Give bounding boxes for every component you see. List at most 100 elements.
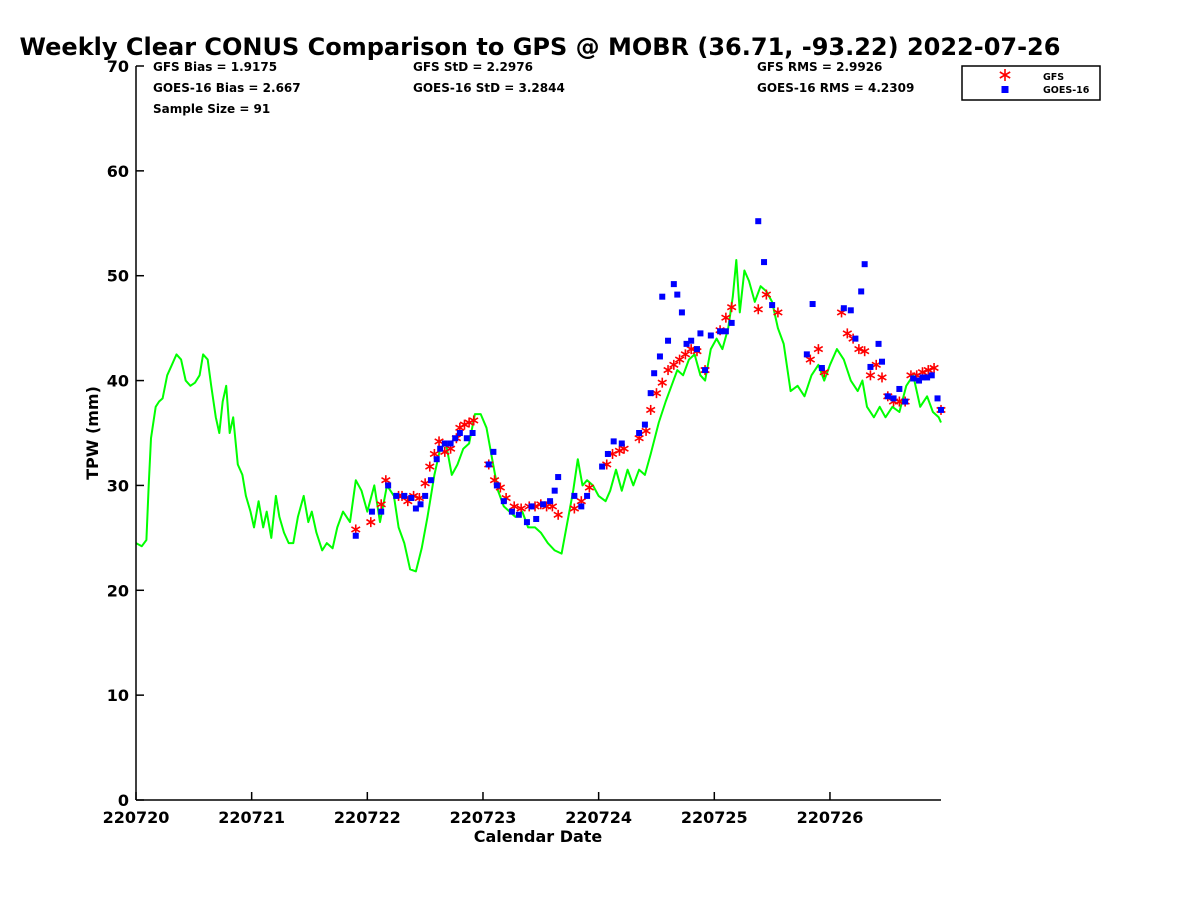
goes-16-point bbox=[656, 353, 663, 360]
goes-16-point bbox=[659, 293, 666, 300]
y-axis-label: TPW (mm) bbox=[83, 386, 102, 480]
gfs-point bbox=[669, 359, 679, 370]
legend-goes-marker bbox=[1001, 86, 1009, 93]
goes-16-point bbox=[578, 503, 585, 510]
gfs-point-stroke bbox=[429, 450, 440, 458]
goes-16-point bbox=[441, 440, 448, 447]
goes-16-point bbox=[599, 463, 606, 470]
goes-16-point bbox=[879, 358, 886, 365]
goes-16-point bbox=[368, 508, 375, 515]
goes-16-point bbox=[697, 330, 704, 337]
goes-16-point bbox=[515, 511, 522, 518]
gfs-point-stroke bbox=[813, 345, 824, 353]
gfs-point-stroke bbox=[425, 463, 435, 470]
goes-16-point bbox=[604, 450, 611, 457]
goes-16-point bbox=[728, 319, 735, 326]
gfs-point-stroke bbox=[726, 303, 737, 311]
goes-16-point bbox=[469, 430, 476, 436]
goes-16-point bbox=[463, 435, 470, 442]
goes-16-point bbox=[924, 374, 931, 381]
y-tick-label: 50 bbox=[107, 267, 129, 286]
goes-16-point bbox=[493, 482, 500, 489]
gfs-point bbox=[657, 377, 667, 388]
goes-16-point bbox=[651, 370, 658, 377]
goes-16-point bbox=[840, 305, 847, 312]
stat-sample-size: Sample Size = 91 bbox=[153, 102, 270, 116]
gfs-point bbox=[366, 517, 376, 528]
goes-16-point bbox=[417, 501, 424, 508]
gfs-point-stroke bbox=[761, 291, 772, 298]
gfs-point-stroke bbox=[859, 348, 870, 355]
gfs-point bbox=[645, 404, 656, 415]
gfs-point bbox=[923, 365, 934, 376]
goes-16-point bbox=[618, 440, 625, 447]
goes-16-point bbox=[437, 445, 444, 452]
plot-area bbox=[135, 218, 946, 573]
gfs-point-stroke bbox=[634, 435, 644, 442]
gfs-point-stroke bbox=[641, 427, 651, 435]
goes-16-point bbox=[852, 335, 859, 342]
x-tick-label: 220720 bbox=[103, 808, 170, 827]
gfs-point bbox=[842, 328, 853, 339]
goes-16-point bbox=[916, 377, 923, 384]
goes-16-point bbox=[500, 498, 507, 505]
goes-16-point bbox=[875, 340, 882, 347]
gfs-point bbox=[805, 354, 816, 365]
gfs-point bbox=[877, 372, 887, 383]
x-axis-label: Calendar Date bbox=[474, 827, 603, 846]
gfs-point bbox=[680, 349, 691, 360]
goes-16-point bbox=[456, 430, 463, 436]
gfs-point bbox=[553, 509, 563, 520]
gfs-point-stroke bbox=[509, 503, 519, 510]
goes-16-point bbox=[702, 367, 709, 374]
goes-16-point bbox=[674, 291, 681, 298]
y-tick-label: 70 bbox=[107, 57, 129, 76]
gfs-point bbox=[726, 302, 737, 313]
gfs-point bbox=[813, 344, 824, 355]
gfs-point bbox=[753, 304, 763, 315]
gfs-point-stroke bbox=[917, 368, 928, 376]
gfs-point-stroke bbox=[351, 526, 361, 533]
goes-16-point bbox=[755, 218, 762, 225]
gps-line bbox=[135, 259, 942, 573]
goes-16-point bbox=[938, 406, 944, 413]
gfs-point-stroke bbox=[366, 518, 376, 526]
goes-16-point bbox=[528, 503, 535, 510]
x-tick-label: 220723 bbox=[450, 808, 517, 827]
goes-16-point bbox=[533, 515, 540, 522]
goes-16-point bbox=[412, 505, 419, 512]
goes-16-point bbox=[867, 363, 874, 370]
goes-16-point bbox=[928, 372, 935, 379]
gfs-point-stroke bbox=[923, 366, 934, 374]
goes-16-point bbox=[847, 307, 854, 314]
goes-16-point bbox=[683, 340, 690, 347]
gfs-point-stroke bbox=[680, 351, 691, 358]
stat-gfs-bias: GFS Bias = 1.9175 bbox=[153, 60, 277, 74]
gfs-point-stroke bbox=[657, 379, 667, 386]
gfs-point-stroke bbox=[569, 505, 580, 512]
legend-gfs-asterisk-stroke bbox=[999, 71, 1011, 79]
goes-16-point bbox=[769, 302, 776, 309]
goes-16-point bbox=[693, 346, 700, 353]
gfs-point bbox=[854, 344, 864, 355]
gfs-point-stroke bbox=[842, 330, 853, 337]
gfs-point bbox=[773, 307, 783, 318]
goes-16-point bbox=[540, 501, 547, 508]
gfs-point-stroke bbox=[854, 345, 864, 353]
gfs-point bbox=[674, 354, 685, 365]
y-tick-label: 30 bbox=[107, 476, 129, 495]
gfs-point-stroke bbox=[773, 309, 783, 316]
gfs-point bbox=[468, 415, 479, 426]
y-tick-label: 0 bbox=[118, 791, 129, 810]
gfs-point-stroke bbox=[376, 501, 386, 508]
goes-16-point bbox=[547, 498, 554, 505]
gfs-point bbox=[721, 312, 731, 323]
goes-16-point bbox=[641, 421, 648, 428]
goes-16-point bbox=[447, 440, 454, 447]
goes-16-point bbox=[884, 393, 891, 400]
legend-goes-label: GOES-16 bbox=[1043, 85, 1090, 96]
goes-16-point bbox=[919, 374, 926, 381]
goes-16-point bbox=[890, 395, 897, 402]
goes-16-point bbox=[551, 487, 558, 494]
